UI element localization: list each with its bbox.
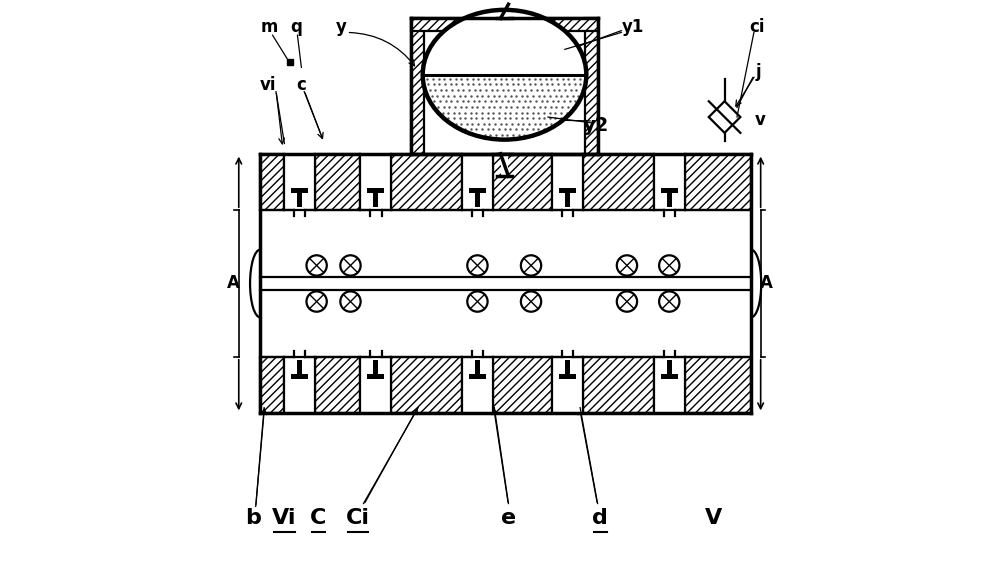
Text: vi: vi [259,76,276,94]
Text: d: d [592,507,608,528]
Bar [260,357,751,413]
Bar [291,374,308,379]
Bar [411,18,424,154]
Bar [260,154,284,210]
Bar [583,154,654,210]
Bar [297,193,302,207]
Bar [667,193,672,207]
Bar [367,188,384,193]
Bar [260,154,284,210]
Bar [493,357,552,413]
Bar [462,154,493,210]
Bar [284,154,315,210]
Circle shape [659,291,679,312]
Bar [367,374,384,379]
Text: Ci: Ci [346,507,370,528]
Bar [585,18,598,154]
Text: j: j [756,63,761,81]
Circle shape [521,255,541,276]
Bar [260,357,284,413]
Bar [411,18,598,31]
Bar [654,357,685,413]
Bar [475,360,480,374]
Bar [291,188,308,193]
Bar [559,374,576,379]
Bar [411,18,424,154]
Bar [411,18,598,31]
Circle shape [306,291,327,312]
Bar [391,154,462,210]
Bar [501,4,508,18]
Bar [373,193,378,207]
Text: Vi: Vi [272,507,297,528]
Text: e: e [501,507,516,528]
Bar [565,193,570,207]
Bar [260,357,284,413]
Text: C: C [310,507,327,528]
Text: b: b [245,507,261,528]
Bar [475,193,480,207]
Bar [583,357,654,413]
Circle shape [340,291,361,312]
Bar [260,210,751,357]
Bar [360,154,391,210]
Bar [667,360,672,374]
Bar [315,357,360,413]
Text: V: V [705,507,722,528]
Bar [391,357,462,413]
Bar [493,357,552,413]
Bar [297,360,302,374]
Bar [493,154,552,210]
Bar [284,357,315,413]
Bar [493,154,552,210]
Bar [469,374,486,379]
Bar [469,188,486,193]
Polygon shape [423,75,586,139]
Bar [315,357,360,413]
Bar [654,154,685,210]
Text: ci: ci [749,18,764,36]
Bar [661,374,678,379]
Bar [391,357,462,413]
Bar [685,154,751,210]
Bar [462,357,493,413]
Circle shape [467,291,488,312]
Bar [565,360,570,374]
Bar [360,357,391,413]
Circle shape [340,255,361,276]
Circle shape [467,255,488,276]
Text: v: v [755,111,766,129]
Bar [260,154,751,210]
Text: m: m [261,18,278,36]
Bar [559,188,576,193]
Bar [583,154,654,210]
Text: y1: y1 [621,18,644,36]
Ellipse shape [423,10,586,139]
Bar [391,154,462,210]
Circle shape [617,255,637,276]
Bar [552,154,583,210]
Bar [583,357,654,413]
Bar [315,154,360,210]
Text: A: A [760,274,773,293]
Circle shape [521,291,541,312]
Bar [501,154,508,176]
Bar [685,357,751,413]
Bar [373,360,378,374]
Bar [685,357,751,413]
Text: y2: y2 [583,116,609,135]
Bar [661,188,678,193]
Bar [685,154,751,210]
Circle shape [306,255,327,276]
Text: A: A [227,274,240,293]
Bar [552,357,583,413]
Text: c: c [296,76,306,94]
Circle shape [659,255,679,276]
Bar [585,18,598,154]
Text: q: q [290,18,302,36]
Circle shape [617,291,637,312]
Bar [315,154,360,210]
Text: y: y [335,18,346,36]
